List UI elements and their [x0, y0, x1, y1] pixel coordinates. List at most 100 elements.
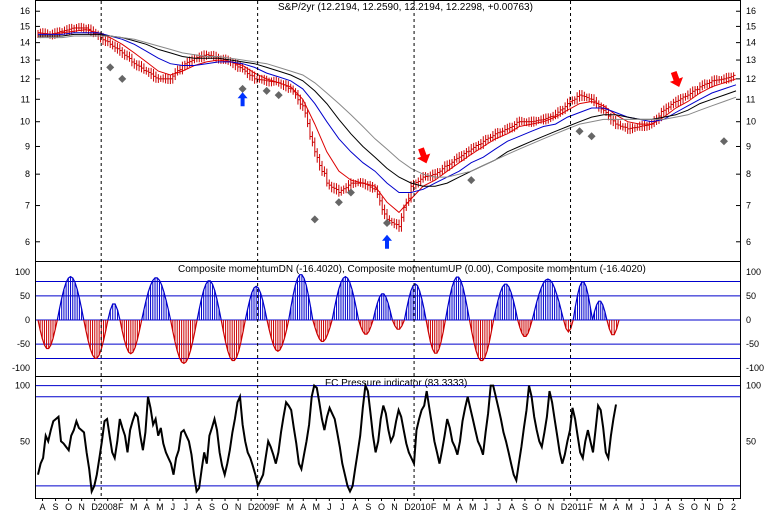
x-tick-label: A	[665, 502, 671, 511]
x-tick-label: D	[717, 502, 724, 511]
sell-arrow-icon	[669, 70, 684, 88]
x-tick-label: M	[443, 502, 451, 511]
x-tick-label: N	[391, 502, 398, 511]
x-tick-label: M	[156, 502, 164, 511]
price-y-tick: 12	[20, 74, 30, 84]
x-tick-label: J	[497, 502, 502, 511]
momentum-y-tick: 100	[15, 267, 30, 277]
buy-arrow-icon	[382, 234, 392, 249]
signal-marker	[575, 127, 584, 136]
momentum-envelope	[266, 319, 290, 353]
signal-marker	[719, 137, 728, 146]
momentum-y-tick: -50	[17, 339, 30, 349]
momentum-envelope	[56, 275, 85, 321]
signal-marker	[310, 215, 319, 224]
price-y-tick: 15	[20, 21, 30, 31]
signal-marker	[274, 91, 283, 100]
x-tick-label: J	[653, 502, 658, 511]
momentum-y-tick-right: 100	[746, 267, 761, 277]
price-title: S&P/2yr (12.2194, 12.2590, 12.2194, 12.2…	[278, 2, 533, 13]
price-y-tick-right: 9	[746, 141, 751, 151]
price-y-tick-right: 13	[746, 55, 756, 65]
momentum-envelope	[372, 293, 393, 321]
price-y-tick: 10	[20, 117, 30, 127]
price-y-tick-right: 7	[746, 201, 751, 211]
momentum-envelope	[107, 303, 121, 321]
x-tick-label: O	[65, 502, 72, 511]
x-tick-label: O	[222, 502, 229, 511]
pressure-y-tick: 50	[20, 436, 30, 446]
x-tick-label: A	[144, 502, 150, 511]
moving-average-fast	[37, 29, 737, 214]
x-tick-label: J	[640, 502, 645, 511]
momentum-envelope	[403, 283, 427, 321]
momentum-envelope	[288, 274, 314, 321]
price-panel: S&P/2yr (12.2194, 12.2590, 12.2194, 12.2…	[20, 0, 756, 262]
x-tick-label: M	[469, 502, 477, 511]
x-tick-label: A	[457, 502, 463, 511]
price-y-tick: 8	[25, 169, 30, 179]
momentum-envelope	[531, 278, 565, 321]
x-tick-label: J	[340, 502, 345, 511]
signal-marker	[346, 188, 355, 197]
x-tick-label: 2008	[98, 502, 118, 511]
x-axis: A S O N D 2008 F M A M J J A S O N D 2009 F M A M J J A S O N D 2010 F…	[40, 498, 736, 511]
sell-arrow-icon	[417, 147, 431, 164]
moving-average-slow	[38, 33, 737, 187]
signal-marker	[262, 86, 271, 95]
x-tick-label: D	[404, 502, 411, 511]
price-y-tick: 16	[20, 6, 30, 16]
pressure-y-tick: 100	[15, 381, 30, 391]
moving-average-long	[38, 35, 737, 178]
signal-marker	[383, 218, 391, 227]
x-tick-label: S	[522, 502, 528, 511]
x-tick-label: 2011	[567, 502, 586, 511]
signal-marker	[334, 198, 343, 207]
pressure-y-tick-right: 100	[746, 381, 761, 391]
momentum-y-tick-right: -100	[746, 363, 764, 373]
x-tick-label: S	[209, 502, 215, 511]
x-tick-label: F	[431, 502, 437, 511]
momentum-envelope	[358, 319, 374, 335]
momentum-envelope	[37, 319, 58, 350]
momentum-y-tick: 50	[20, 291, 30, 301]
momentum-envelope	[196, 280, 222, 321]
momentum-envelope	[444, 276, 471, 321]
x-tick-label: J	[327, 502, 332, 511]
x-tick-label: A	[40, 502, 46, 511]
x-tick-label: M	[130, 502, 138, 511]
momentum-envelope	[220, 319, 246, 362]
price-y-tick-right: 14	[746, 38, 756, 48]
x-tick-label: 2009	[254, 502, 274, 511]
price-y-tick-right: 15	[746, 21, 756, 31]
x-tick-label: D	[248, 502, 255, 511]
momentum-envelope	[468, 319, 495, 362]
x-tick-label: M	[625, 502, 633, 511]
x-tick-label: F	[118, 502, 124, 511]
x-tick-label: O	[691, 502, 698, 511]
pressure-line	[37, 381, 617, 496]
signal-marker	[238, 84, 247, 93]
x-tick-label: F	[587, 502, 593, 511]
x-tick-label: S	[678, 502, 684, 511]
x-tick-label: D	[91, 502, 98, 511]
signal-marker	[467, 176, 476, 185]
x-tick-label: S	[365, 502, 371, 511]
pressure-panel-frame	[35, 376, 741, 499]
momentum-panel: Composite momentumDN (-16.4020), Composi…	[12, 261, 764, 377]
momentum-envelope	[391, 319, 405, 330]
year-dividers	[100, 1, 572, 498]
momentum-envelope	[493, 283, 519, 321]
momentum-y-tick: -100	[12, 363, 30, 373]
momentum-envelope	[170, 319, 198, 365]
x-tick-label: N	[548, 502, 555, 511]
pressure-title: FC Pressure indicator (83.3333)	[325, 378, 467, 389]
price-y-tick-right: 6	[746, 237, 751, 247]
momentum-envelope	[606, 319, 620, 336]
x-tick-label: F	[274, 502, 280, 511]
signal-marker	[587, 132, 596, 141]
x-tick-label: A	[613, 502, 619, 511]
momentum-envelope	[591, 300, 608, 321]
price-y-tick-right: 8	[746, 169, 751, 179]
